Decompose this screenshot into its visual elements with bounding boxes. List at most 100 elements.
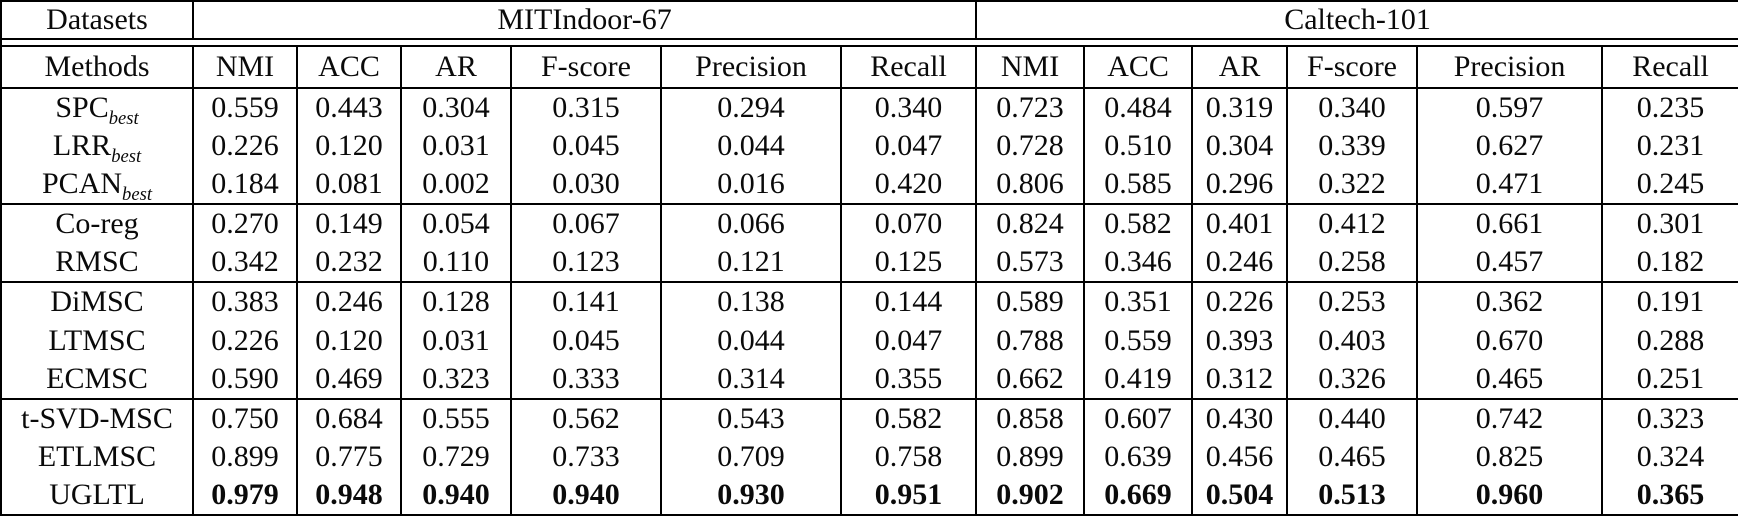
method-name: t-SVD-MSC xyxy=(21,401,173,435)
method-name-cell: LRRbest xyxy=(0,127,194,166)
metric-value-caltech-nmi: 0.806 xyxy=(975,165,1086,205)
metric-value-mitindoor-ar: 0.729 xyxy=(400,437,512,476)
metric-value-caltech-precision: 0.597 xyxy=(1416,88,1604,128)
metric-value-caltech-ar: 0.456 xyxy=(1191,437,1289,476)
metric-value-mitindoor-recall: 0.420 xyxy=(839,165,978,205)
method-name: ETLMSC xyxy=(37,439,157,473)
method-name-cell: SPCbest xyxy=(0,88,194,128)
datasets-corner-cell: Datasets xyxy=(0,1,194,40)
metric-value-caltech-recall: 0.235 xyxy=(1601,88,1738,128)
metric-header-cell: ACC xyxy=(1083,46,1194,89)
metric-value-caltech-precision: 0.825 xyxy=(1416,437,1604,476)
metric-value-mitindoor-acc: 0.469 xyxy=(296,359,402,399)
metric-value-caltech-f-score: 0.412 xyxy=(1286,204,1419,244)
metric-value-mitindoor-recall: 0.582 xyxy=(839,398,978,438)
metric-value-mitindoor-f-score: 0.123 xyxy=(510,243,662,283)
metrics-header-row: Methods NMI ACC AR F-score Precision Rec… xyxy=(0,46,1738,89)
metric-value-caltech-precision: 0.471 xyxy=(1416,165,1604,205)
metric-value-mitindoor-f-score: 0.940 xyxy=(510,475,662,515)
method-name: Co-reg xyxy=(55,207,139,241)
method-name-cell: LTMSC xyxy=(0,321,194,360)
metric-value-mitindoor-acc: 0.948 xyxy=(296,475,402,515)
metric-value-mitindoor-ar: 0.555 xyxy=(400,398,512,438)
method-row-group: DiMSC 0.383 0.246 0.128 0.141 0.138 0.144 0.589… xyxy=(0,282,1738,399)
double-rule-gap xyxy=(1,39,1738,47)
metric-value-caltech-recall: 0.245 xyxy=(1601,165,1738,205)
metric-value-mitindoor-precision: 0.543 xyxy=(660,398,842,438)
metric-value-caltech-acc: 0.559 xyxy=(1083,321,1194,360)
metric-value-mitindoor-ar: 0.031 xyxy=(400,321,512,360)
metric-value-caltech-acc: 0.419 xyxy=(1083,359,1194,399)
method-subscript: best xyxy=(122,184,152,205)
metric-value-mitindoor-f-score: 0.562 xyxy=(510,398,662,438)
metric-value-caltech-acc: 0.346 xyxy=(1083,243,1194,283)
method-name-cell: ETLMSC xyxy=(0,437,194,476)
method-subscript: best xyxy=(108,108,139,128)
metric-value-caltech-ar: 0.246 xyxy=(1191,243,1289,283)
metric-value-caltech-f-score: 0.322 xyxy=(1286,165,1419,205)
metric-header-cell: Precision xyxy=(1416,46,1604,89)
method-row-group: t-SVD-MSC 0.750 0.684 0.555 0.562 0.543 0.582 0… xyxy=(0,398,1738,515)
metric-header-cell: NMI xyxy=(192,46,298,89)
metric-value-caltech-acc: 0.585 xyxy=(1083,165,1194,205)
metric-value-mitindoor-nmi: 0.559 xyxy=(192,88,298,128)
metric-value-mitindoor-precision: 0.121 xyxy=(660,243,842,283)
metric-value-caltech-nmi: 0.662 xyxy=(975,359,1086,399)
metric-value-caltech-f-score: 0.339 xyxy=(1286,127,1419,166)
metric-value-caltech-f-score: 0.326 xyxy=(1286,359,1419,399)
metric-value-mitindoor-recall: 0.951 xyxy=(839,475,978,515)
table-row: ECMSC 0.590 0.469 0.323 0.333 0.314 0.355 0.662… xyxy=(0,359,1738,399)
metric-value-caltech-f-score: 0.403 xyxy=(1286,321,1419,360)
metric-header-cell: Precision xyxy=(660,46,842,89)
metric-header-cell: F-score xyxy=(510,46,662,89)
metric-value-caltech-nmi: 0.723 xyxy=(975,88,1086,128)
method-name: LRR xyxy=(52,129,112,163)
metric-value-caltech-recall: 0.301 xyxy=(1601,204,1738,244)
metric-value-mitindoor-precision: 0.294 xyxy=(660,88,842,128)
metric-value-caltech-f-score: 0.465 xyxy=(1286,437,1419,476)
metric-value-caltech-nmi: 0.788 xyxy=(975,321,1086,360)
metric-value-mitindoor-f-score: 0.067 xyxy=(510,204,662,244)
metric-value-mitindoor-ar: 0.323 xyxy=(400,359,512,399)
metric-header-cell: Recall xyxy=(839,46,978,89)
metric-value-caltech-precision: 0.362 xyxy=(1416,282,1604,322)
method-name: ECMSC xyxy=(46,361,148,395)
method-name-cell: UGLTL xyxy=(0,475,194,515)
table-row: LTMSC 0.226 0.120 0.031 0.045 0.044 0.047 0.788… xyxy=(0,321,1738,360)
method-name: UGLTL xyxy=(49,477,145,511)
metric-value-mitindoor-acc: 0.120 xyxy=(296,321,402,360)
metric-value-caltech-precision: 0.457 xyxy=(1416,243,1604,283)
metric-value-caltech-ar: 0.393 xyxy=(1191,321,1289,360)
metric-value-mitindoor-recall: 0.340 xyxy=(839,88,978,128)
metric-value-mitindoor-precision: 0.709 xyxy=(660,437,842,476)
metric-value-caltech-ar: 0.226 xyxy=(1191,282,1289,322)
table-row: PCANbest 0.184 0.081 0.002 0.030 0.016 0.420 0.… xyxy=(0,165,1738,205)
metric-value-caltech-acc: 0.351 xyxy=(1083,282,1194,322)
metric-header-cell: AR xyxy=(400,46,512,89)
metric-value-mitindoor-nmi: 0.383 xyxy=(192,282,298,322)
method-name-cell: PCANbest xyxy=(0,165,194,205)
metric-value-mitindoor-recall: 0.047 xyxy=(839,321,978,360)
double-rule-spacer xyxy=(1,39,1738,47)
dataset-header-caltech: Caltech-101 xyxy=(975,1,1738,40)
metric-value-mitindoor-recall: 0.758 xyxy=(839,437,978,476)
table-row: SPCbest 0.559 0.443 0.304 0.315 0.294 0.340 0.7… xyxy=(0,88,1738,128)
metric-value-mitindoor-acc: 0.246 xyxy=(296,282,402,322)
metric-value-mitindoor-recall: 0.047 xyxy=(839,127,978,166)
metric-value-caltech-f-score: 0.513 xyxy=(1286,475,1419,515)
metric-value-mitindoor-acc: 0.443 xyxy=(296,88,402,128)
method-name: SPC xyxy=(55,91,109,125)
method-name: RMSC xyxy=(55,245,139,279)
metric-value-caltech-precision: 0.742 xyxy=(1416,398,1604,438)
table-row: UGLTL 0.979 0.948 0.940 0.940 0.930 0.951 0.902… xyxy=(0,475,1738,515)
metric-value-caltech-nmi: 0.589 xyxy=(975,282,1086,322)
metric-value-caltech-nmi: 0.902 xyxy=(975,475,1086,515)
metric-value-mitindoor-precision: 0.066 xyxy=(660,204,842,244)
metric-value-caltech-acc: 0.639 xyxy=(1083,437,1194,476)
metric-header-cell: ACC xyxy=(296,46,402,89)
metric-value-mitindoor-nmi: 0.226 xyxy=(192,321,298,360)
metric-value-caltech-acc: 0.510 xyxy=(1083,127,1194,166)
metric-value-mitindoor-nmi: 0.226 xyxy=(192,127,298,166)
method-row-group: SPCbest 0.559 0.443 0.304 0.315 0.294 0.340 0.7… xyxy=(0,88,1738,205)
metric-value-caltech-precision: 0.627 xyxy=(1416,127,1604,166)
